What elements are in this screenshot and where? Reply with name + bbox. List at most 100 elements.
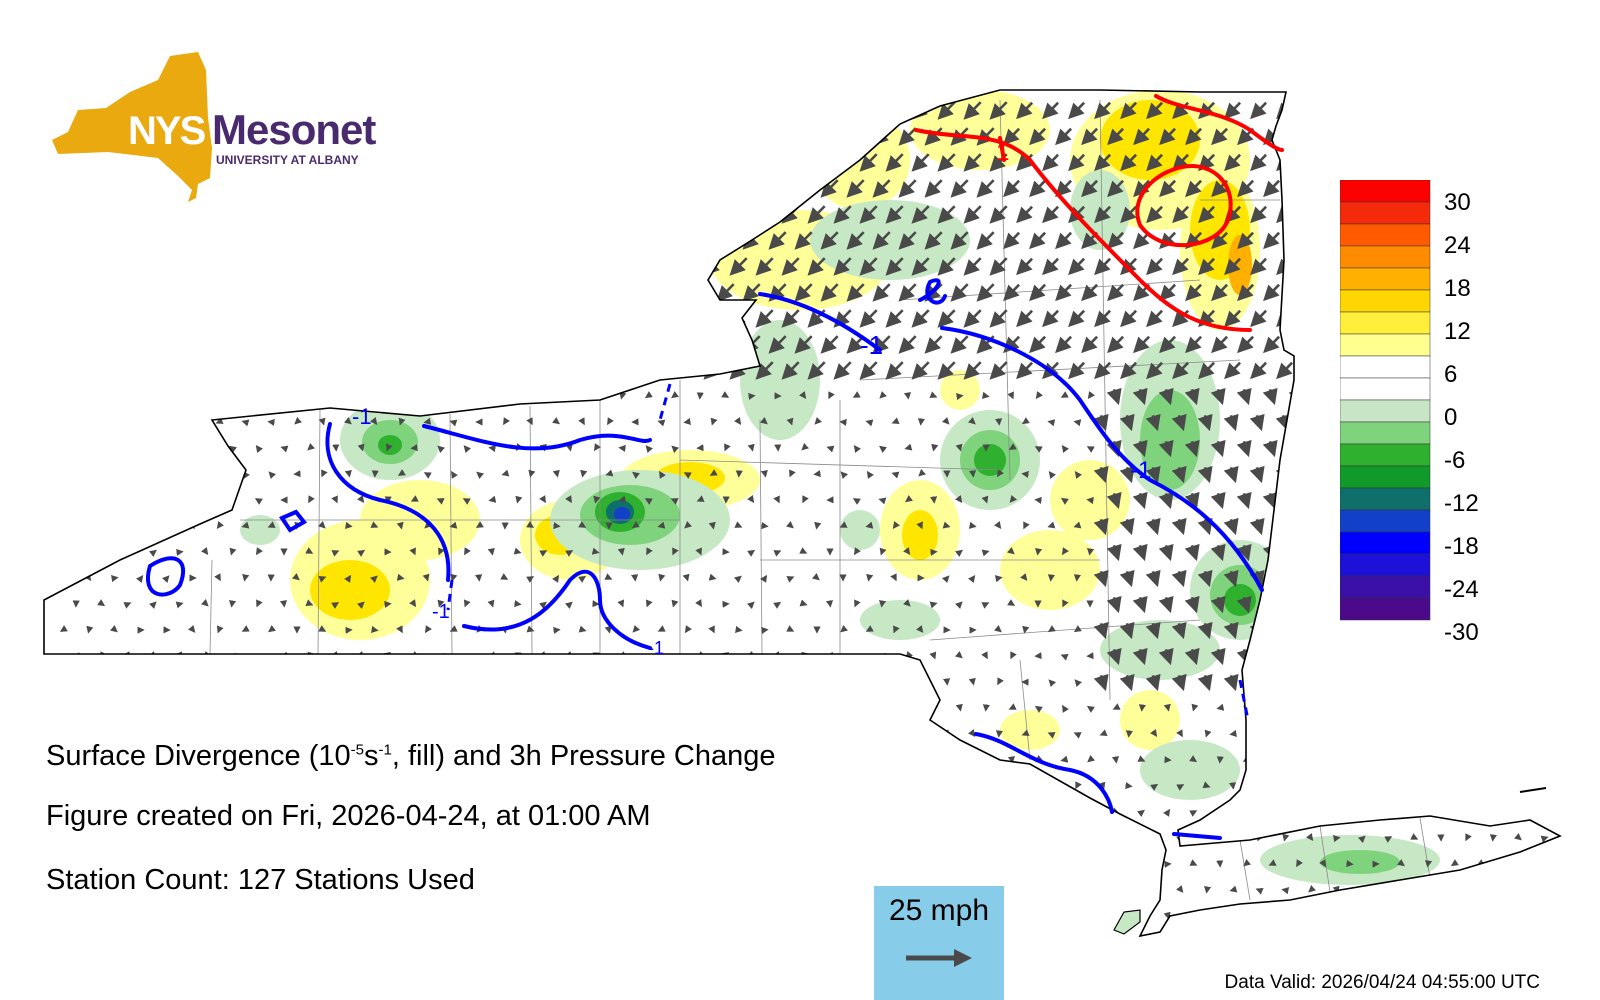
wind-arrow — [1548, 491, 1560, 510]
wind-arrow — [995, 782, 1003, 790]
wind-arrow — [1540, 835, 1549, 843]
wind-arrow — [1549, 283, 1560, 302]
legend-label: -6 — [1444, 447, 1465, 474]
wind-arrow — [1263, 283, 1281, 302]
wind-arrow — [859, 309, 878, 328]
wind-arrow — [552, 783, 560, 791]
wind-arrow — [995, 418, 1003, 426]
wind-arrow — [111, 574, 119, 583]
wind-arrow — [411, 182, 420, 191]
wind-arrow — [1319, 755, 1327, 764]
wind-arrow — [916, 521, 923, 530]
wind-arrow — [396, 365, 405, 372]
wind-arrow — [1047, 887, 1056, 895]
wind-arrow — [449, 157, 458, 164]
wind-arrow — [488, 444, 496, 453]
wind-arrow — [84, 781, 92, 790]
wind-arrow — [1016, 101, 1034, 120]
wind-arrow — [463, 445, 472, 454]
wind-arrow — [1437, 886, 1445, 894]
wind-arrow — [1510, 205, 1528, 224]
wind-arrow — [1509, 569, 1525, 588]
wind-arrow — [344, 261, 352, 270]
wind-arrow — [1262, 543, 1278, 562]
wind-arrow — [318, 625, 327, 632]
wind-arrow — [781, 361, 800, 380]
wind-arrow — [1029, 179, 1047, 198]
legend-swatch — [1340, 553, 1431, 577]
wind-arrow — [1149, 835, 1158, 844]
wind-arrow — [617, 131, 624, 140]
wind-arrow — [84, 105, 92, 113]
legend-label: 24 — [1444, 232, 1471, 259]
wind-arrow — [1049, 781, 1056, 790]
wind-arrow — [162, 261, 169, 270]
wind-arrow — [1341, 127, 1359, 146]
wind-arrow — [1275, 517, 1291, 536]
wind-arrow — [968, 729, 976, 737]
wind-arrow — [462, 287, 471, 295]
wind-arrow — [1516, 728, 1525, 737]
wind-arrow — [99, 494, 108, 503]
wind-arrow — [1068, 153, 1086, 172]
wind-arrow — [852, 391, 861, 398]
wind-arrow — [768, 127, 787, 146]
wind-arrow — [1158, 387, 1174, 406]
wind-arrow — [475, 731, 484, 739]
wind-arrow — [578, 417, 585, 426]
wind-arrow — [280, 445, 289, 453]
wind-arrow — [450, 573, 458, 582]
wind-arrow — [1301, 621, 1317, 640]
wind-arrow — [1003, 335, 1021, 354]
wind-arrow — [631, 263, 640, 271]
wind-arrow — [748, 392, 756, 400]
wind-arrow — [814, 416, 823, 425]
wind-arrow — [123, 391, 132, 399]
wind-arrow — [1367, 127, 1385, 146]
figure-title: Surface Divergence (10-5s-1, fill) and 3… — [46, 740, 776, 773]
wind-arrow — [787, 834, 795, 843]
wind-arrow — [1314, 543, 1330, 562]
wind-arrow — [916, 625, 924, 633]
wind-arrow — [1061, 912, 1069, 921]
wind-arrow — [929, 391, 938, 399]
wind-arrow — [201, 547, 209, 555]
wind-arrow — [177, 443, 185, 452]
wind-arrow — [759, 884, 768, 893]
wind-arrow — [136, 107, 144, 115]
wind-arrow — [1145, 517, 1161, 536]
wind-arrow — [839, 886, 847, 895]
wind-arrow — [398, 677, 406, 685]
wind-arrow — [1262, 387, 1278, 406]
wind-arrow — [807, 153, 826, 172]
wind-arrow — [344, 209, 352, 218]
wind-arrow — [475, 834, 483, 842]
wind-arrow — [565, 550, 574, 557]
wind-arrow — [268, 625, 276, 633]
wind-arrow — [1321, 910, 1330, 919]
wind-arrow — [386, 703, 393, 712]
wind-arrow — [503, 417, 510, 426]
wind-arrow — [502, 885, 510, 893]
wind-arrow — [175, 133, 184, 141]
wind-arrow — [254, 185, 263, 193]
wind-arrow — [502, 729, 510, 737]
wind-arrow — [1229, 885, 1238, 893]
wind-arrow — [60, 211, 69, 220]
wind-arrow — [344, 367, 352, 375]
wind-arrow — [632, 624, 641, 633]
wind-arrow — [840, 471, 849, 480]
wind-arrow — [708, 625, 715, 634]
wind-arrow — [742, 283, 761, 302]
wind-arrow — [659, 365, 666, 374]
wind-arrow — [344, 783, 352, 791]
wind-arrow — [866, 679, 874, 687]
wind-arrow — [188, 781, 197, 789]
wind-arrow — [981, 495, 989, 504]
orange-max-area — [1228, 235, 1252, 295]
wind-arrow — [1281, 887, 1290, 895]
wind-arrow — [878, 600, 887, 608]
wind-arrow — [898, 283, 917, 302]
wind-arrow — [1357, 835, 1366, 844]
wind-arrow — [1068, 101, 1086, 120]
